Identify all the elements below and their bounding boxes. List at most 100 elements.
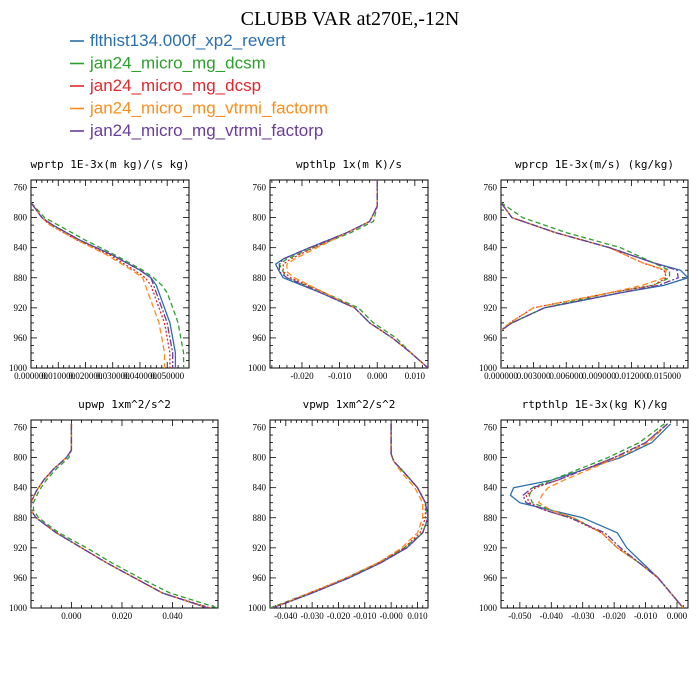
subplot: wprcp 1E-3x(m/s) (kg/kg) 760 800 840 880 920 9… — [479, 158, 689, 381]
x-tick-label: 0.000000 — [484, 371, 518, 381]
plot-frame — [500, 179, 689, 369]
x-tick-label: 0.000 — [61, 611, 82, 621]
x-tick-label: 0.012000 — [615, 371, 649, 381]
plot-frame — [30, 179, 190, 369]
subplot-title: wpthlp 1x(m K)/s — [296, 158, 402, 171]
x-tick-label: 0.010000 — [41, 371, 75, 381]
y-tick-label: 800 — [484, 453, 498, 463]
legend-entry: jan24_micro_mg_vtrmi_factorm — [70, 99, 328, 118]
subplot-title: wprtp 1E-3x(m kg)/(s kg) — [31, 158, 190, 171]
series-group — [274, 180, 428, 368]
x-tick-label: -0.040 — [274, 611, 298, 621]
y-tick-label: 880 — [14, 273, 28, 283]
y-tick-label: 960 — [253, 333, 267, 343]
x-tick-label: 0.020 — [112, 611, 133, 621]
y-tick-label: 840 — [484, 243, 498, 253]
y-tick-label: 960 — [14, 573, 28, 583]
legend-label: jan24_micro_mg_vtrmi_factorp — [89, 121, 323, 140]
series-line — [31, 202, 174, 368]
y-tick-label: 1000 — [248, 603, 267, 613]
series-line — [278, 180, 428, 368]
y-tick-label: 760 — [253, 183, 267, 193]
legend-label: jan24_micro_mg_dcsp — [89, 76, 261, 95]
subplot: wpthlp 1x(m K)/s 760 800 840 880 920 960 1000 -0… — [248, 158, 429, 381]
y-tick-label: 840 — [484, 483, 498, 493]
figure-title: CLUBB VAR at270E,-12N — [241, 8, 460, 30]
series-line — [31, 202, 166, 368]
y-tick-label: 1000 — [479, 603, 498, 613]
y-tick-label: 760 — [484, 423, 498, 433]
subplot-title: upwp 1xm^2/s^2 — [78, 398, 171, 411]
x-tick-label: 0.009000 — [582, 371, 616, 381]
x-tick-label: -0.010 — [353, 611, 377, 621]
plot-frame — [269, 179, 429, 369]
subplot-title: vpwp 1xm^2/s^2 — [303, 398, 396, 411]
series-line — [522, 423, 684, 608]
y-tick-label: 1000 — [9, 603, 28, 613]
y-tick-label: 920 — [14, 303, 28, 313]
y-tick-label: 920 — [484, 543, 498, 553]
x-tick-label: -0.000 — [380, 611, 404, 621]
series-line — [272, 423, 428, 608]
series-line — [501, 202, 679, 368]
y-tick-label: 880 — [14, 513, 28, 523]
series-group — [509, 423, 684, 608]
y-tick-label: 760 — [484, 183, 498, 193]
series-line — [31, 202, 185, 368]
subplot-title: wprcp 1E-3x(m/s) (kg/kg) — [515, 158, 674, 171]
x-tick-label: -0.010 — [634, 611, 658, 621]
x-tick-label: 0.000000 — [14, 371, 48, 381]
x-tick-label: -0.020 — [290, 371, 314, 381]
x-tick-label: 0.006000 — [549, 371, 583, 381]
y-tick-label: 1000 — [479, 363, 498, 373]
y-tick-label: 1000 — [9, 363, 28, 373]
y-tick-label: 880 — [484, 513, 498, 523]
x-tick-label: -0.040 — [540, 611, 564, 621]
x-tick-label: -0.020 — [327, 611, 351, 621]
series-group — [31, 423, 218, 608]
x-tick-label: 0.020000 — [69, 371, 103, 381]
legend-entry: flthist134.000f_xp2_revert — [70, 31, 286, 50]
series-line — [32, 423, 218, 608]
y-tick-label: 800 — [14, 453, 28, 463]
series-group — [501, 202, 688, 368]
x-tick-label: -0.010 — [328, 371, 352, 381]
y-tick-label: 960 — [484, 333, 498, 343]
y-tick-label: 880 — [253, 513, 267, 523]
y-tick-label: 840 — [14, 483, 28, 493]
y-tick-label: 840 — [14, 243, 28, 253]
y-tick-label: 760 — [14, 183, 28, 193]
y-tick-label: 760 — [14, 423, 28, 433]
series-line — [31, 202, 171, 368]
y-tick-label: 800 — [14, 213, 28, 223]
panels: wprtp 1E-3x(m kg)/(s kg) 760 800 840 880 920 9… — [9, 158, 689, 621]
subplot: vpwp 1xm^2/s^2 760 800 840 880 920 960 1000 -0.0… — [248, 398, 429, 621]
y-tick-label: 920 — [14, 543, 28, 553]
y-tick-label: 760 — [253, 423, 267, 433]
series-group — [270, 423, 428, 608]
y-tick-label: 920 — [253, 303, 267, 313]
legend-label: jan24_micro_mg_dcsm — [89, 54, 266, 73]
x-tick-label: -0.020 — [603, 611, 627, 621]
series-line — [278, 180, 428, 368]
subplot-title: rtpthlp 1E-3x(kg K)/kg — [522, 398, 668, 411]
y-tick-label: 1000 — [248, 363, 267, 373]
x-tick-label: -0.030 — [571, 611, 595, 621]
y-tick-label: 840 — [253, 243, 267, 253]
plot-frame — [500, 419, 689, 609]
subplot: upwp 1xm^2/s^2 760 800 840 880 920 960 1000 0.00… — [9, 398, 219, 621]
x-tick-label: -0.050 — [508, 611, 532, 621]
plot-frame — [30, 419, 219, 609]
y-tick-label: 880 — [484, 273, 498, 283]
y-tick-label: 800 — [484, 213, 498, 223]
y-tick-label: 800 — [253, 453, 267, 463]
x-tick-label: 0.030000 — [96, 371, 130, 381]
series-line — [528, 423, 684, 608]
x-tick-label: 0.000 — [667, 611, 688, 621]
y-tick-label: 960 — [253, 573, 267, 583]
legend-entry: jan24_micro_mg_dcsp — [70, 76, 261, 95]
y-tick-label: 960 — [14, 333, 28, 343]
series-group — [31, 202, 185, 368]
x-tick-label: 0.015000 — [647, 371, 681, 381]
x-tick-label: 0.040 — [162, 611, 183, 621]
